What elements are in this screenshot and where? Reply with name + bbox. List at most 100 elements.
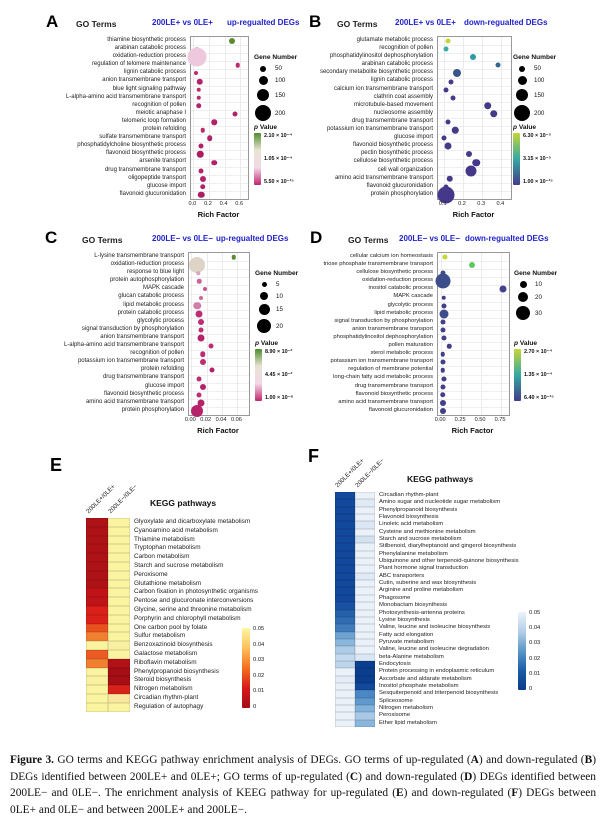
colorbar-tick-label: 0.01 bbox=[529, 670, 541, 677]
heatmap-cell bbox=[335, 675, 355, 683]
plot-area bbox=[187, 36, 249, 200]
panel-b: B GO Terms 200LE+ vs 0LE+ down-regualted DE… bbox=[304, 10, 602, 226]
bubble bbox=[444, 142, 452, 150]
pathway-label: Thiamine metabolism bbox=[134, 535, 195, 543]
go-term-label: phosphatidylinositol dephosphorylation bbox=[329, 53, 433, 60]
pathway-row: Nitrogen metabolism bbox=[335, 704, 519, 713]
heatmap-cell bbox=[86, 685, 108, 694]
gene-number-value: 10 bbox=[535, 281, 542, 288]
heatmap-cell bbox=[108, 641, 130, 650]
plot-area bbox=[188, 252, 250, 417]
gene-number-legend-item: 10 bbox=[514, 279, 557, 290]
heatmap-cell bbox=[355, 492, 375, 500]
heatmap-cell bbox=[335, 712, 355, 720]
go-term-label: pollen maturation bbox=[388, 342, 433, 349]
go-term-label: calcium ion transmembrane transport bbox=[333, 85, 433, 92]
bubble bbox=[189, 257, 206, 274]
go-term-label: regulation of membrane potential bbox=[348, 366, 433, 373]
heatmap-cell bbox=[355, 521, 375, 529]
bubble bbox=[209, 367, 215, 373]
pathway-label: Ascorbate and aldarate metabolism bbox=[379, 675, 472, 682]
gene-number-legend: Gene Number 10 20 30 bbox=[514, 270, 557, 322]
bubble bbox=[197, 151, 204, 158]
heatmap-cell bbox=[86, 544, 108, 554]
heatmap-cell bbox=[355, 528, 375, 537]
go-term-label: recognition of pollen bbox=[132, 101, 186, 108]
panel-letter: C bbox=[45, 228, 58, 247]
pathway-label: Ether lipid metabolism bbox=[379, 719, 437, 726]
pathway-row: Pentose and glucuronate interconversions bbox=[86, 597, 258, 606]
bubble bbox=[435, 273, 451, 289]
go-term-label: long-chain fatty acid metabolic process bbox=[333, 374, 433, 381]
pathway-row: Carbon metabolism bbox=[86, 553, 258, 562]
x-axis-tick-label: 0.25 bbox=[454, 417, 466, 423]
gene-number-circle bbox=[514, 105, 530, 121]
p-value-legend: p Value 2.10 × 10⁻⁴ 1.05 × 10⁻⁴ 5.50 × 10⁻¹… bbox=[254, 124, 294, 185]
heatmap-cell bbox=[108, 667, 130, 677]
caption-bold-segment: Figure 3. bbox=[10, 754, 54, 766]
gene-number-legend-item: 10 bbox=[255, 290, 298, 302]
bubble bbox=[499, 285, 507, 293]
caption-bold-segment: C bbox=[349, 770, 359, 783]
bubble bbox=[495, 62, 501, 68]
pathway-row: Porphyrin and chlorophyll metabolism bbox=[86, 614, 258, 624]
pathway-label: Benzoxazinoid biosynthesis bbox=[134, 641, 213, 649]
go-term-label: flavonoid glucuronidation bbox=[366, 182, 433, 189]
pathway-label: Pyruvate metabolism bbox=[379, 638, 435, 645]
heatmap-cell bbox=[335, 690, 355, 698]
go-term-labels: glutamate metabolic process recognition o… bbox=[304, 36, 436, 198]
pathway-label: Galactose metabolism bbox=[134, 649, 198, 657]
gene-number-value: 50 bbox=[275, 65, 282, 72]
pathway-row: Carbon fixation in photosynthetic organi… bbox=[86, 588, 258, 598]
bubble bbox=[187, 47, 207, 67]
p-value-colorbar bbox=[514, 349, 521, 401]
gene-number-legend-item: 30 bbox=[514, 304, 557, 322]
pathway-row: Tryptophan metabolism bbox=[86, 544, 258, 554]
colorbar-tick-label: 0 bbox=[253, 703, 257, 710]
heatmap-cell bbox=[355, 580, 375, 588]
pathway-label: Linoleic acid metabolism bbox=[379, 521, 444, 528]
heatmap-cell bbox=[335, 631, 355, 639]
pathway-label: ABC transporters bbox=[379, 572, 425, 579]
gene-number-legend-item: 200 bbox=[513, 103, 556, 123]
pathway-label: Sesquiterpenoid and triterpenoid biosynt… bbox=[379, 690, 499, 697]
colorbar-tick-label: 0.05 bbox=[253, 626, 265, 632]
gene-number-circle bbox=[516, 89, 528, 101]
gene-number-value: 20 bbox=[276, 322, 283, 330]
pathway-label: Monobactam biosynthesis bbox=[379, 602, 448, 609]
go-term-label: secondary metabolite biosynthetic proces… bbox=[319, 69, 433, 76]
gene-number-legend-item: 100 bbox=[513, 74, 556, 87]
pathway-row: Benzoxazinoid biosynthesis bbox=[86, 641, 258, 650]
bubble bbox=[439, 309, 449, 319]
pathway-row: Pyruvate metabolism bbox=[335, 638, 519, 647]
bubble bbox=[191, 404, 204, 417]
bubble bbox=[232, 111, 238, 117]
heatmap-cell bbox=[355, 499, 375, 507]
pathway-label: beta-Alanine metabolism bbox=[379, 653, 444, 660]
bubble bbox=[445, 119, 451, 125]
colorbar-tick-label: 0 bbox=[529, 685, 533, 692]
pathway-row: Valine, leucine and isoleucine degradati… bbox=[335, 646, 519, 654]
gene-number-circle bbox=[517, 76, 527, 85]
pathway-row: Flavonoid biosynthesis bbox=[335, 514, 519, 522]
go-term-label: oxidation-reduction process bbox=[112, 53, 186, 60]
pathway-label: Fatty acid elongation bbox=[379, 631, 434, 638]
pathway-row: Monobactam biosynthesis bbox=[335, 602, 519, 610]
gene-number-legend-title: Gene Number bbox=[255, 270, 299, 277]
pathway-row: Sulfur metabolism bbox=[86, 632, 258, 642]
go-term-label: cell wall organization bbox=[377, 166, 433, 173]
caption-text-segment: ) and down-regulated ( bbox=[358, 770, 465, 783]
heatmap-cell bbox=[86, 553, 108, 562]
heatmap-cell bbox=[86, 667, 108, 677]
bubble bbox=[452, 126, 459, 134]
pathway-label: Glutathione metabolism bbox=[134, 579, 202, 587]
gene-number-circle bbox=[257, 319, 271, 333]
x-axis-tick-label: 0.00 bbox=[184, 417, 196, 423]
heatmap-cell bbox=[355, 594, 375, 603]
x-axis-label: Rich Factor bbox=[452, 210, 495, 219]
bubble bbox=[440, 352, 446, 357]
heatmap-cell bbox=[86, 597, 108, 606]
go-term-label: amino acid transmembrane transport bbox=[338, 398, 433, 405]
heatmap-colorbar bbox=[242, 628, 250, 708]
pathway-label: Ubiquinone and other terpenoid-quinone b… bbox=[379, 558, 519, 565]
